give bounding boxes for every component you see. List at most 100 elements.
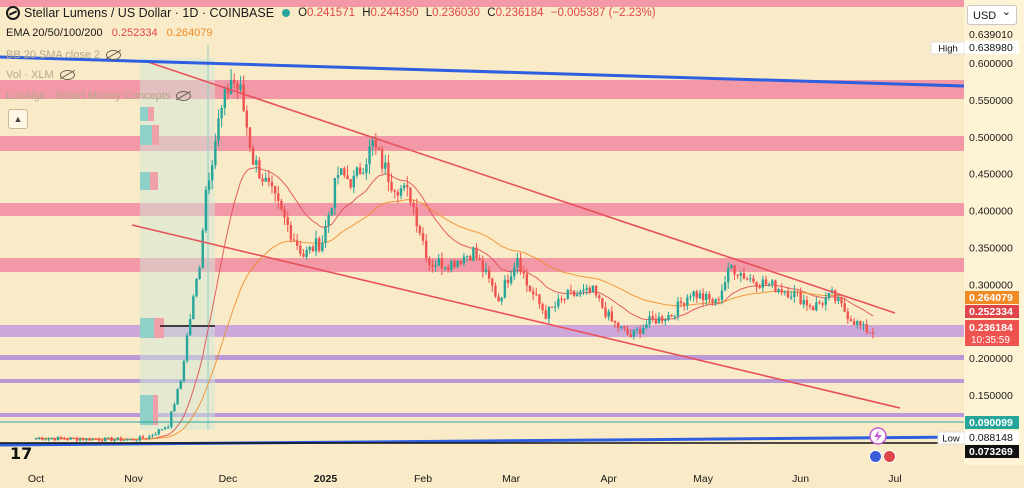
smc-legend[interactable]: LuxAlgo - Smart Money Concepts	[6, 90, 192, 102]
candle-body	[846, 311, 850, 320]
trendline-channel-lower[interactable]	[131, 224, 901, 409]
x-tick-label: May	[693, 473, 714, 485]
trendline-channel-upper[interactable]	[144, 60, 896, 314]
candle-body	[421, 233, 425, 241]
candle-body	[176, 389, 179, 405]
candle-body	[569, 289, 573, 291]
collapse-legend-button[interactable]: ▲	[8, 109, 28, 129]
trendline-blue-upper[interactable]	[0, 55, 965, 88]
price-axis[interactable]	[964, 0, 1024, 465]
candle-body	[116, 437, 120, 440]
candle-body	[484, 269, 488, 272]
candle-body	[560, 298, 563, 300]
candle-body	[258, 160, 261, 179]
volume-legend[interactable]: Vol · XLM	[6, 69, 75, 81]
candle-body	[723, 282, 727, 291]
hidden-eye-icon[interactable]	[106, 50, 122, 61]
candle-body	[752, 278, 755, 282]
candle-body	[805, 300, 809, 306]
supply-demand-zones	[0, 0, 964, 417]
us-flag-event-icon[interactable]	[883, 450, 896, 463]
vp-bar	[140, 107, 148, 121]
candle-body	[148, 436, 151, 439]
candle-body	[409, 187, 412, 203]
high-price-tag	[965, 41, 1019, 54]
currency-select[interactable]: USD	[967, 2, 1017, 25]
candle-body	[579, 291, 582, 295]
candle-body	[815, 302, 818, 311]
candle-body	[122, 439, 126, 441]
candle-body	[758, 286, 761, 288]
candle-body	[465, 256, 469, 258]
candle-body	[500, 297, 503, 302]
candlesticks	[34, 68, 875, 443]
candle-body	[667, 315, 670, 320]
y-tick-label: 0.400000	[969, 206, 1013, 218]
bottom-price-value: 0.073269	[969, 446, 1013, 458]
candle-body	[717, 299, 720, 301]
symbol-header[interactable]: Stellar Lumens / US Dollar · 1D · COINBA…	[6, 6, 656, 20]
candle-body	[679, 301, 683, 304]
bar-countdown: 10:35:59	[971, 335, 1010, 346]
candle-body	[242, 84, 245, 111]
candle-body	[434, 265, 437, 267]
candle-body	[453, 260, 456, 268]
vp-bar	[140, 125, 152, 145]
candle-body	[553, 306, 557, 308]
candle-body	[380, 149, 384, 169]
candle-body	[113, 439, 116, 441]
candle-body	[607, 311, 610, 317]
candle-body	[736, 274, 739, 276]
candle-body	[349, 179, 352, 188]
candle-body	[446, 267, 450, 270]
candle-body	[834, 290, 837, 301]
candle-body	[100, 440, 104, 442]
candle-body	[708, 294, 711, 300]
candle-body	[340, 168, 343, 176]
candle-body	[613, 321, 617, 323]
candle-body	[676, 301, 680, 317]
candle-body	[808, 305, 812, 307]
candle-body	[248, 127, 252, 148]
candle-body	[705, 294, 708, 301]
candle-body	[459, 260, 462, 264]
candle-body	[503, 279, 507, 298]
candle-body	[355, 167, 359, 176]
candle-body	[755, 281, 758, 287]
hidden-eye-icon[interactable]	[59, 70, 75, 81]
bb-legend[interactable]: BB 20 SMA close 2	[6, 49, 122, 61]
time-axis-labels: Oct Nov Dec 2025 Feb Mar Apr May Jun Jul	[28, 473, 902, 485]
us-flag-event-icon[interactable]	[869, 450, 882, 463]
candle-body	[418, 226, 422, 234]
vp-bar	[150, 172, 158, 190]
candle-body	[745, 278, 749, 280]
tradingview-logo-icon[interactable]: 17	[10, 444, 33, 463]
x-tick-label: Oct	[28, 473, 44, 485]
candle-body	[428, 258, 431, 265]
high-tag-label: High	[938, 44, 958, 55]
trendline-blue-lower[interactable]	[0, 435, 965, 447]
time-axis[interactable]	[0, 465, 1024, 488]
price-axis-labels: 0.639010 0.600000 0.550000 0.500000 0.450000…	[969, 29, 1013, 402]
candle-body	[384, 162, 387, 169]
candle-body	[179, 380, 182, 390]
y-tick-label: 0.300000	[969, 279, 1013, 291]
candle-body	[774, 280, 777, 293]
candle-body	[440, 258, 444, 268]
candle-body	[229, 79, 233, 94]
candle-body	[214, 141, 217, 166]
candle-body	[308, 246, 311, 250]
hidden-eye-icon[interactable]	[176, 91, 192, 102]
candle-body	[292, 239, 296, 241]
candle-body	[85, 438, 88, 441]
candle-body	[780, 289, 783, 293]
candle-body	[497, 296, 500, 302]
candle-body	[91, 438, 94, 441]
candle-body	[182, 360, 186, 381]
candle-body	[720, 290, 724, 300]
symbol-title[interactable]: Stellar Lumens / US Dollar · 1D · COINBA…	[24, 6, 275, 20]
candle-body	[739, 273, 743, 276]
candle-body	[431, 264, 434, 267]
ema-legend[interactable]: EMA 20/50/100/200 0.252334 0.264079	[6, 27, 213, 39]
